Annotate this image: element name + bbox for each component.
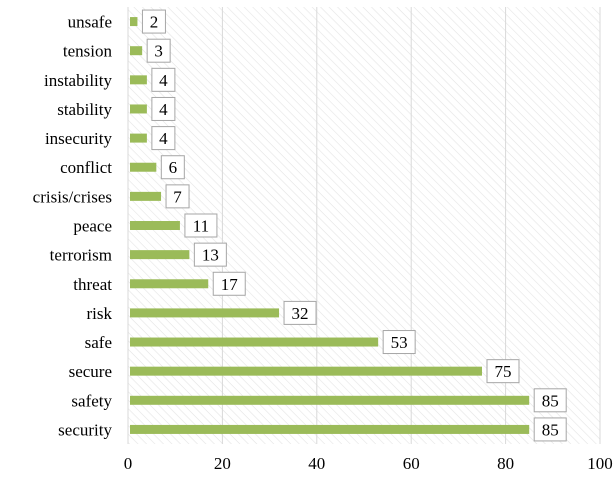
data-label-box [151, 67, 176, 92]
data-label-box [151, 126, 176, 151]
bar-tension [130, 46, 143, 56]
data-label-box [141, 9, 166, 34]
data-label-box [533, 417, 567, 442]
category-label: safe [85, 333, 112, 352]
data-label: 17 [221, 275, 239, 294]
category-label: stability [57, 100, 112, 119]
bar-unsafe [130, 17, 138, 27]
data-label-box [283, 300, 317, 325]
data-label: 2 [150, 13, 159, 32]
bar-stability [130, 104, 147, 114]
category-label: risk [87, 304, 113, 323]
category-label: conflict [60, 158, 112, 177]
data-label: 4 [159, 129, 168, 148]
data-label: 4 [159, 71, 168, 90]
bar-secure [130, 366, 482, 376]
category-label: crisis/crises [33, 187, 112, 206]
category-label: insecurity [45, 129, 113, 148]
bar-safe [130, 337, 379, 347]
x-tick-label: 80 [497, 454, 514, 473]
bar-conflict [130, 162, 157, 172]
category-label: terrorism [50, 246, 112, 265]
x-tick-label: 100 [587, 454, 613, 473]
bars [130, 17, 530, 434]
category-label: secure [69, 362, 112, 381]
bar-threat [130, 279, 209, 289]
category-label: tension [63, 42, 113, 61]
category-labels: unsafe tension instability stability insecur… [33, 13, 113, 440]
bar-terrorism [130, 250, 190, 260]
data-label: 53 [391, 333, 408, 352]
x-tick-label: 40 [308, 454, 325, 473]
bar-peace [130, 221, 180, 230]
category-label: security [58, 420, 112, 439]
data-label-box [165, 184, 190, 209]
bar-security [130, 424, 530, 434]
x-tick-label: 20 [214, 454, 231, 473]
bar-crisis-crises [130, 191, 162, 201]
data-label: 85 [542, 391, 559, 410]
bar-insecurity [130, 133, 147, 143]
data-label: 11 [193, 217, 209, 236]
data-label-box [486, 359, 520, 384]
data-label-box [151, 96, 176, 121]
data-label: 13 [202, 246, 219, 265]
x-axis-tick-labels: 0 20 40 60 80 100 [124, 454, 613, 473]
data-label: 3 [154, 42, 163, 61]
category-label: unsafe [68, 13, 112, 32]
data-label: 85 [542, 420, 559, 439]
data-label: 32 [292, 304, 309, 323]
data-label-box [146, 38, 171, 63]
data-label-box [533, 388, 567, 413]
x-tick-label: 60 [403, 454, 420, 473]
data-label: 6 [169, 158, 178, 177]
data-label: 75 [495, 362, 512, 381]
category-label: peace [73, 217, 112, 236]
category-label: safety [71, 391, 112, 410]
gridlines [127, 7, 601, 444]
bar-instability [130, 75, 147, 85]
category-label: threat [73, 275, 112, 294]
data-label-box [193, 242, 227, 267]
data-label: 4 [159, 100, 168, 119]
bar-risk [130, 308, 280, 318]
data-label-box [382, 330, 416, 355]
bar-safety [130, 395, 530, 405]
data-label-box [212, 271, 246, 296]
category-label: instability [44, 71, 113, 90]
x-tick-label: 0 [124, 454, 133, 473]
data-label-box [160, 155, 185, 180]
data-label: 7 [173, 187, 182, 206]
data-label-box [184, 213, 218, 238]
